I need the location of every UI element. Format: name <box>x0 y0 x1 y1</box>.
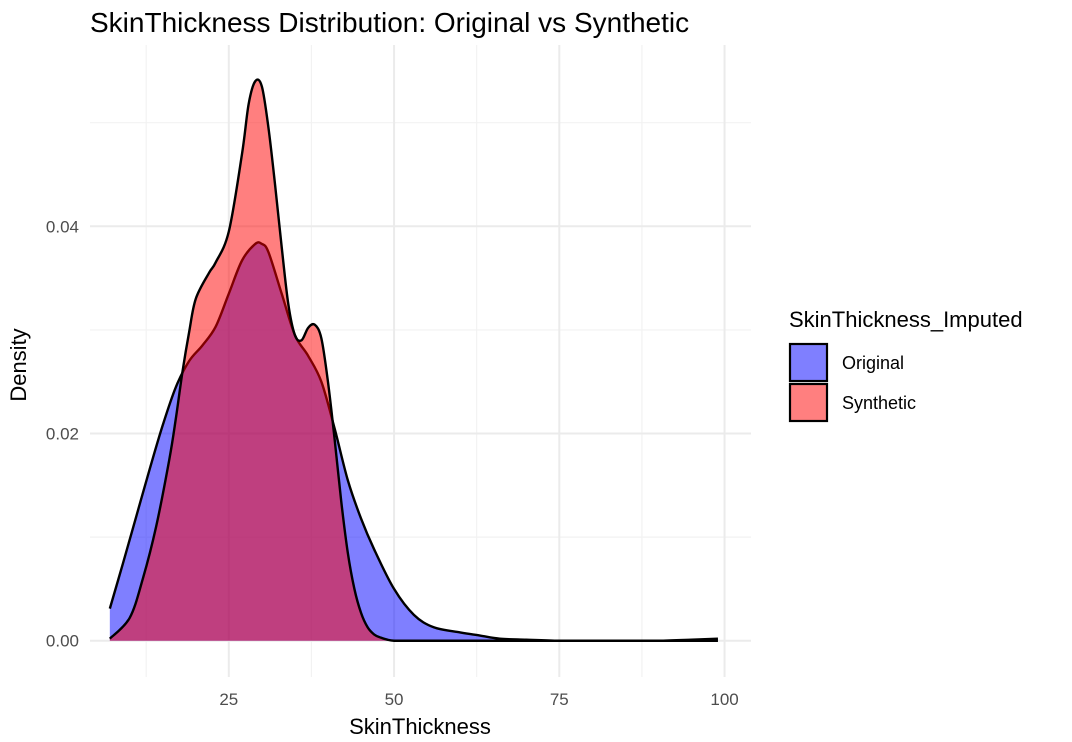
x-tick-label: 50 <box>385 690 404 709</box>
legend-label-original: Original <box>842 353 904 373</box>
x-tick-label: 100 <box>710 690 738 709</box>
x-axis-ticks: 25 50 75 100 <box>219 690 738 709</box>
plot-panel <box>90 45 751 677</box>
legend-label-synthetic: Synthetic <box>842 393 916 413</box>
density-line-synthetic <box>108 78 718 642</box>
y-tick-label: 0.00 <box>46 632 79 651</box>
x-tick-label: 75 <box>550 690 569 709</box>
legend-items: Original Synthetic <box>788 342 916 423</box>
x-axis-title: SkinThickness <box>349 714 491 739</box>
legend-key-original <box>788 342 829 383</box>
legend: SkinThickness_Imputed Original Synthetic <box>788 307 1023 423</box>
density-area-synthetic <box>109 79 718 641</box>
y-axis-ticks: 0.00 0.02 0.04 <box>46 217 79 650</box>
density-series <box>108 78 718 642</box>
y-tick-label: 0.02 <box>46 425 79 444</box>
legend-key-synthetic <box>788 382 829 423</box>
y-tick-label: 0.04 <box>46 217 79 236</box>
y-axis-title: Density <box>6 328 31 401</box>
chart-title: SkinThickness Distribution: Original vs … <box>90 7 689 38</box>
x-tick-label: 25 <box>219 690 238 709</box>
legend-title: SkinThickness_Imputed <box>789 307 1023 332</box>
